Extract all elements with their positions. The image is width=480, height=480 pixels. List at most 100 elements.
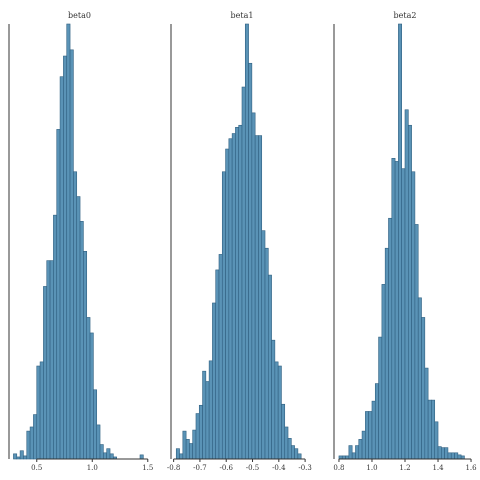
histogram-bar: [274, 361, 279, 460]
histogram-bar: [294, 448, 299, 460]
x-tick-label: 1.6: [465, 464, 477, 472]
histogram-bar: [79, 221, 84, 460]
histogram-bar: [434, 421, 439, 460]
histogram-bar: [103, 452, 108, 460]
histogram-bar: [76, 196, 81, 460]
x-tick-label: 1.0: [366, 464, 377, 472]
histogram-bar: [408, 124, 412, 460]
histogram-bar: [109, 453, 114, 460]
histogram-bar: [457, 454, 462, 460]
histogram-bar: [189, 443, 193, 460]
histogram-bar: [192, 429, 197, 460]
histogram-bar: [43, 286, 48, 460]
histogram-bar: [218, 254, 223, 460]
panel-title: beta1: [231, 11, 254, 20]
histogram-bar: [381, 284, 386, 460]
histogram-bar: [106, 448, 111, 460]
histogram-bar: [421, 317, 426, 460]
histogram-bar: [175, 448, 180, 460]
histogram-bar: [378, 336, 383, 460]
histogram-bar: [444, 447, 449, 460]
histogram-panel-0: beta0 0.5 1.0 1.5: [8, 11, 153, 472]
histogram-bar: [208, 360, 213, 460]
histogram-bar: [450, 452, 455, 460]
x-tick-label: -0.6: [219, 464, 233, 472]
histogram-bar: [19, 450, 24, 460]
histogram-bar: [26, 430, 31, 460]
histogram-bar: [13, 453, 18, 460]
histogram-bar: [53, 214, 58, 460]
histogram-bar: [404, 109, 409, 460]
histogram-bar: [384, 247, 389, 460]
histogram-bar: [401, 168, 406, 460]
histogram-bar: [89, 332, 94, 460]
histogram-bar: [355, 445, 360, 460]
histogram-bar: [69, 49, 74, 460]
histogram-bar: [365, 411, 369, 460]
histogram-bar: [411, 171, 416, 460]
histogram-bar: [39, 361, 44, 460]
histogram-bar: [271, 339, 276, 460]
histogram-bar: [284, 426, 289, 460]
histogram-bar: [49, 260, 54, 460]
histogram-bar: [277, 365, 282, 460]
histogram-bar: [424, 367, 429, 460]
histogram-bar: [371, 400, 376, 460]
histogram-bar: [254, 135, 259, 460]
histogram-bar: [198, 404, 203, 460]
histogram-bar: [73, 171, 78, 460]
histogram-bar: [16, 456, 21, 460]
histogram-bar: [244, 23, 249, 460]
histogram-bar: [241, 86, 246, 460]
histogram-bar: [23, 455, 28, 460]
histogram-bar: [36, 365, 41, 460]
histogram-bar: [205, 381, 210, 460]
histogram-bar: [93, 389, 98, 460]
histogram-bar: [351, 452, 356, 460]
histogram-bar: [251, 112, 256, 460]
histogram-bar: [179, 453, 184, 460]
x-tick-label: 0.8: [333, 464, 344, 472]
histogram-bar: [394, 161, 399, 460]
histogram-bar: [235, 127, 240, 460]
histogram-bar: [291, 445, 295, 460]
histogram-bar: [264, 247, 269, 460]
histogram-bar: [46, 260, 51, 460]
histogram-bar: [388, 217, 393, 460]
x-tick-label: 0.5: [31, 464, 42, 472]
histogram-bar: [261, 230, 266, 460]
histogram-bar: [29, 426, 34, 460]
histogram-bar: [59, 76, 64, 460]
histogram-bar: [56, 129, 61, 460]
histogram-bar: [86, 317, 91, 460]
histogram-bar: [437, 446, 442, 460]
histogram-bar: [96, 424, 101, 460]
histogram-bar: [447, 452, 452, 460]
histogram-bar: [33, 414, 38, 460]
histogram-bar: [358, 439, 363, 460]
histogram-bar: [297, 453, 302, 460]
histogram-bar: [63, 55, 68, 460]
histogram-bar: [267, 274, 272, 460]
histogram-bar: [221, 171, 226, 460]
histogram-bar: [99, 444, 104, 460]
x-tick-label: 1.0: [87, 464, 98, 472]
histogram-bar: [281, 403, 286, 460]
histogram-bar: [215, 269, 220, 460]
histogram-bar: [228, 138, 233, 460]
histogram-bar: [185, 439, 190, 460]
histogram-bar: [139, 454, 144, 460]
x-tick-label: -0.4: [272, 464, 286, 472]
histogram-bar: [212, 302, 217, 460]
histogram-bar: [182, 430, 187, 460]
histogram-bar: [361, 430, 366, 460]
x-tick-label: 1.5: [142, 464, 153, 472]
panel-title: beta2: [394, 11, 417, 20]
histogram-bar: [431, 399, 436, 460]
histogram-bar: [441, 447, 445, 460]
histogram-bar: [454, 452, 459, 460]
histogram-bar: [195, 413, 200, 460]
x-tick-label: 1.2: [399, 464, 410, 472]
histogram-bar: [391, 158, 396, 460]
